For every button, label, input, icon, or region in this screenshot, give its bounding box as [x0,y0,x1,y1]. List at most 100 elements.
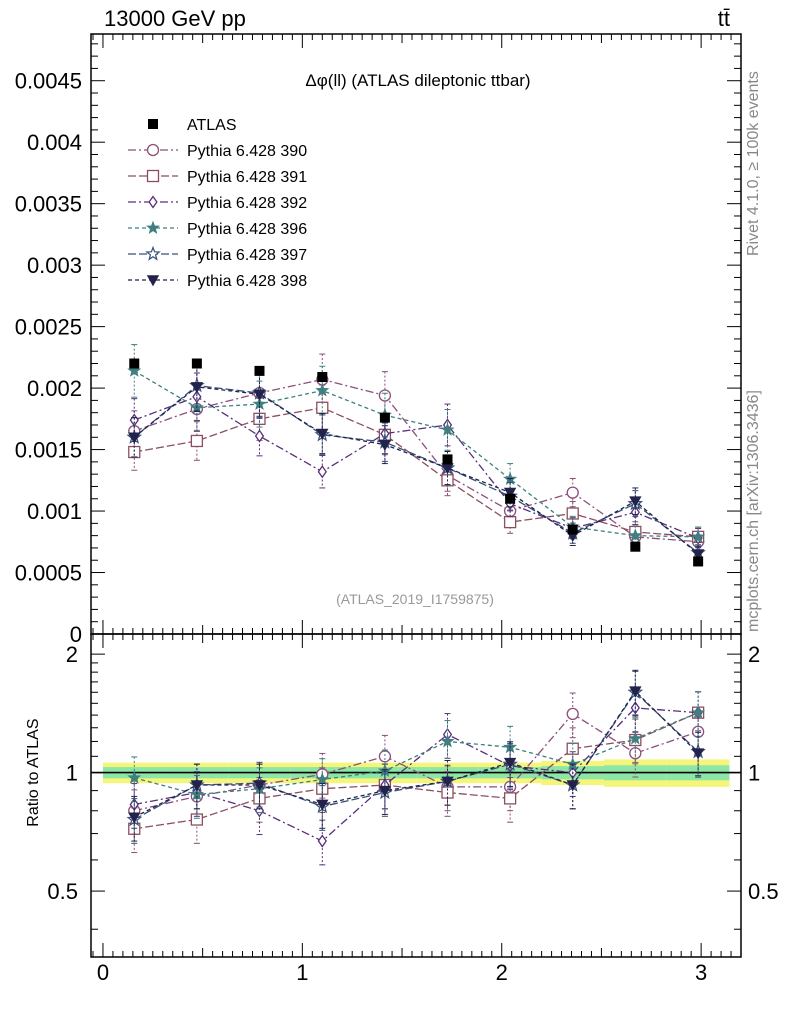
legend-label: Pythia 6.428 398 [187,273,307,290]
y-tick-label: 0.0045 [15,69,82,94]
atlas-data-point [693,556,704,567]
series-ratio-line [133,691,699,821]
series-point [128,432,141,444]
atlas-data-point [505,493,516,504]
ratio-y-tick-label-left: 0.5 [47,879,78,904]
ratio-y-axis-label: Ratio to ATLAS [25,719,42,827]
atlas-data-point [129,358,140,369]
atlas-data-point [191,358,202,369]
series-ratio-line [134,713,699,812]
series-ratio-line [133,690,699,818]
y-tick-label: 0.001 [27,499,82,524]
legend-marker [146,275,160,287]
series-ratio-point [440,734,455,748]
series-point [316,428,329,440]
ratio-band-group [91,759,741,787]
series-point [253,389,266,401]
series-point [190,434,204,448]
series-point [629,496,642,508]
legend [128,119,178,287]
series-ratio-line [134,712,699,796]
series-line [134,407,699,538]
series-ratio-point [503,757,517,769]
y-tick-label: 0.0005 [15,561,82,586]
series-point [691,549,705,561]
series-ratio-point [566,707,579,721]
series-point [254,429,265,443]
atlas-data-point [379,412,390,423]
series-point [440,422,455,436]
atlas-data-point [442,454,453,465]
series-line [133,386,699,555]
series-point [628,528,643,542]
legend-marker [145,220,161,235]
series-point [190,382,204,394]
series-5-main [128,361,705,563]
chart-title: Δφ(ll) (ATLAS dileptonic ttbar) [305,71,530,90]
atlas-data-group [129,358,704,567]
series-point [127,363,142,377]
series-line [133,370,699,538]
y-tick-label: 0.0025 [15,315,82,340]
series-ratio-point [253,780,266,792]
atlas-data-point [630,541,641,552]
series-ratio-point [315,772,330,786]
series-ratio-point [503,792,517,805]
series-0-main [128,353,705,552]
series-ratio-point [566,780,579,792]
x-tick-label: 3 [695,960,707,985]
legend-label: Pythia 6.428 392 [187,195,307,212]
series-point [378,389,392,402]
atlas-data-point [254,365,265,376]
y-tick-label: 0.003 [27,253,82,278]
series-ratio-point [128,812,141,824]
series-point [503,487,517,499]
series-4-ratio [126,670,706,844]
series-point [691,529,706,543]
series-ratio-point [378,785,392,797]
series-point [503,515,517,529]
series-ratio-point [629,686,642,698]
series-ratio-point [378,750,392,763]
series-line [134,395,699,539]
ratio-y-tick-label-left: 2 [66,642,78,667]
x-tick-label: 2 [496,960,508,985]
series-ratio-line [134,707,699,842]
x-tick-label: 0 [97,960,109,985]
header-channel-label: tt̄ [717,6,730,31]
atlas-data-point [567,524,578,535]
series-3-ratio [127,691,706,819]
legend-label: Pythia 6.428 391 [187,169,307,186]
ratio-y-tick-label-right: 0.5 [748,879,779,904]
legend-label: Pythia 6.428 390 [187,143,307,160]
series-5-ratio [128,669,705,842]
ratio-y-tick-label-left: 1 [66,761,78,786]
series-line [133,384,699,554]
legend-label: Pythia 6.428 397 [187,247,307,264]
series-point [128,445,141,459]
y-tick-label: 0.0015 [15,438,82,463]
legend-marker [146,169,160,183]
series-ratio-point [691,748,705,760]
series-point [566,486,579,499]
ratio-y-tick-label-right: 1 [748,761,760,786]
series-ratio-line [134,712,699,830]
x-tick-label: 1 [296,960,308,985]
header-process-label: 13000 GeV pp [104,6,246,31]
y-tick-label: 0 [70,622,82,647]
series-point [129,413,139,427]
series-ratio-point [190,780,204,792]
series-point [317,465,327,479]
series-line [134,378,699,543]
series-ratio-point [317,834,327,848]
legend-marker [145,245,161,261]
y-tick-label: 0.004 [27,130,82,155]
series-4-main [126,360,706,562]
legend-label-atlas: ATLAS [187,117,237,134]
legend-marker-atlas [148,119,158,129]
legend-marker [146,143,160,157]
atlas-data-point [317,372,328,383]
series-ratio-point [628,731,643,745]
ratio-y-tick-label-right: 2 [748,642,760,667]
